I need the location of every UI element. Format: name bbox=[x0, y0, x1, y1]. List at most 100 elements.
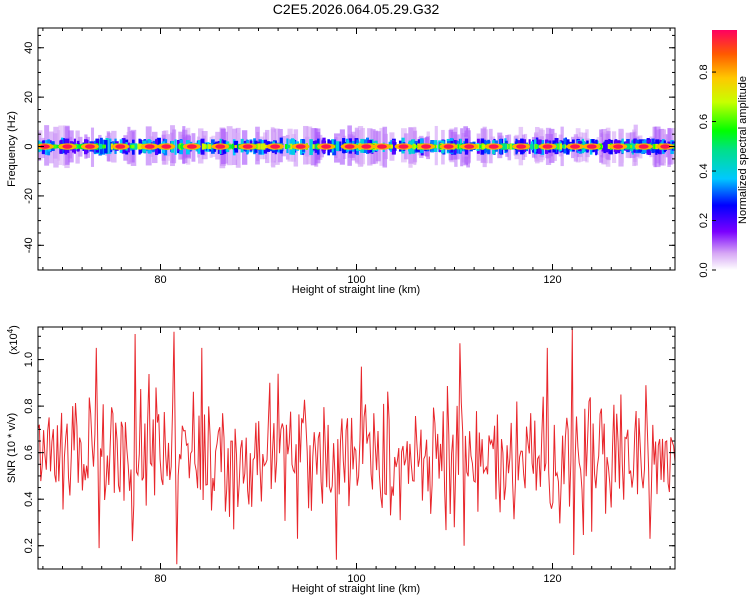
y-tick-label: 20 bbox=[23, 91, 35, 103]
spectrogram-cell bbox=[414, 144, 419, 149]
spectrogram-hotspot bbox=[215, 144, 226, 149]
spectrogram-hotspot bbox=[186, 144, 197, 149]
spectrogram-cell bbox=[209, 144, 212, 149]
spectrogram-cell bbox=[137, 143, 142, 150]
spectrogram-cell bbox=[504, 144, 508, 150]
spectrogram-cell bbox=[630, 144, 633, 149]
spectrogram-cell bbox=[529, 144, 534, 149]
spectrogram-cell bbox=[78, 144, 83, 149]
spectrogram-cell bbox=[457, 144, 461, 149]
chart-title: C2E5.2026.064.05.29.G32 bbox=[273, 1, 440, 17]
spectrogram-cell bbox=[75, 144, 79, 150]
spectrogram-cell bbox=[482, 144, 486, 149]
spectrogram-cell bbox=[234, 145, 237, 149]
spectrogram-cell bbox=[478, 144, 481, 149]
colorbar-tick-label: 0.8 bbox=[698, 64, 710, 79]
spectrogram-cell bbox=[203, 143, 206, 150]
snr-series-line bbox=[38, 329, 675, 565]
snr-x-label: Height of straight line (km) bbox=[292, 583, 420, 595]
spectrogram-cell bbox=[601, 142, 605, 152]
spectrogram-hotspot bbox=[660, 144, 671, 149]
spectrogram-hotspot bbox=[421, 144, 432, 149]
y-tick-label: 0.2 bbox=[23, 538, 35, 553]
spectrogram-cell bbox=[287, 144, 291, 149]
y-tick-label: 0 bbox=[23, 143, 35, 149]
spectrogram-cell bbox=[102, 144, 106, 149]
spectrogram-hotspot bbox=[115, 144, 126, 149]
spectrogram-cell bbox=[337, 143, 342, 152]
colorbar-ticks: 0.0 0.2 0.4 0.6 0.8 bbox=[698, 64, 716, 278]
snr-panel: 80 100 120 0.2 0.4 0.6 0.8 1.0 Height of straig… bbox=[6, 325, 676, 595]
spectrogram-cell bbox=[503, 143, 506, 150]
spectrogram-cell bbox=[653, 144, 656, 150]
spectrogram-hotspot bbox=[39, 144, 50, 149]
x-tick-label: 120 bbox=[543, 274, 561, 286]
spectrogram-cell bbox=[559, 143, 563, 150]
spectrogram-hotspot bbox=[344, 144, 355, 149]
spectrogram-y-label: Frequency (Hz) bbox=[6, 111, 18, 187]
spectrogram-hotspot bbox=[464, 144, 475, 149]
spectrogram-hotspot bbox=[295, 144, 306, 149]
snr-scale-label: (x104) bbox=[6, 325, 20, 355]
x-tick-label: 100 bbox=[347, 274, 365, 286]
y-tick-label: 0.6 bbox=[23, 445, 35, 460]
spectrogram-cell bbox=[309, 139, 313, 156]
spectrogram-cell bbox=[534, 144, 539, 149]
spectrogram-cell bbox=[312, 144, 315, 149]
snr-frame bbox=[37, 326, 676, 570]
spectrogram-x-label: Height of straight line (km) bbox=[292, 284, 420, 296]
spectrogram-hotspot bbox=[398, 144, 409, 149]
spectrogram-cell bbox=[290, 144, 293, 149]
spectrogram-cell bbox=[630, 144, 634, 149]
spectrogram-cell bbox=[228, 144, 232, 149]
spectrogram-cell bbox=[129, 144, 133, 149]
spectrogram-cell bbox=[257, 143, 261, 150]
spectrogram-cell bbox=[262, 143, 266, 150]
spectrogram-cell bbox=[260, 143, 263, 150]
spectrogram-cell bbox=[315, 143, 318, 150]
spectrogram-cell bbox=[201, 143, 205, 150]
spectrogram-hotspot bbox=[62, 144, 73, 149]
colorbar-tick-label: 0.2 bbox=[698, 213, 710, 228]
snr-ticks: 80 100 120 0.2 0.4 0.6 0.8 1.0 bbox=[23, 327, 675, 585]
spectrogram-hotspot bbox=[586, 144, 597, 149]
spectrogram-hotspot bbox=[321, 144, 332, 149]
spectrogram-cell bbox=[181, 143, 184, 150]
spectrogram-cell bbox=[561, 144, 565, 149]
colorbar-label: Normalized spectral amplitude bbox=[737, 76, 749, 224]
colorbar-tick-label: 0.6 bbox=[698, 114, 710, 129]
spectrogram-hotspot bbox=[161, 144, 172, 149]
y-tick-label: 0.4 bbox=[23, 492, 35, 507]
spectrogram-hotspot bbox=[242, 144, 253, 149]
spectrogram-hotspot bbox=[542, 144, 553, 149]
spectrogram-hotspot bbox=[376, 144, 387, 149]
spectrogram-hotspot bbox=[613, 144, 624, 149]
y-tick-label: 0.8 bbox=[23, 398, 35, 413]
spectrogram-hotspot bbox=[361, 144, 372, 149]
y-tick-label: -40 bbox=[23, 237, 35, 253]
colorbar-gradient bbox=[712, 30, 737, 270]
spectrogram-hotspot bbox=[144, 144, 155, 149]
spectrogram-cell bbox=[389, 144, 393, 149]
spectrogram-cell bbox=[411, 144, 415, 149]
x-tick-label: 100 bbox=[347, 573, 365, 585]
spectrogram-hotspot bbox=[84, 144, 95, 149]
spectrogram-ticks: 80 100 120 -40 -20 0 20 40 bbox=[23, 28, 675, 286]
spectrogram-hotspot bbox=[516, 144, 527, 149]
spectrogram-cell bbox=[131, 144, 135, 149]
spectrogram-cell bbox=[599, 144, 602, 149]
spectrogram-cell bbox=[632, 144, 637, 149]
spectrogram-hotspot bbox=[570, 144, 581, 149]
spectrogram-band bbox=[38, 124, 675, 169]
spectrogram-cell bbox=[134, 143, 138, 150]
spectrogram-cell bbox=[556, 143, 560, 150]
x-tick-label: 120 bbox=[543, 573, 561, 585]
spectrogram-cell bbox=[231, 143, 234, 150]
spectrogram-cell bbox=[284, 144, 288, 149]
spectrogram-cell bbox=[98, 143, 103, 150]
spectrogram-cell bbox=[438, 144, 441, 149]
spectrogram-cell bbox=[628, 143, 632, 150]
spectrogram-cell bbox=[174, 139, 177, 155]
spectrogram-hotspot bbox=[443, 144, 454, 149]
